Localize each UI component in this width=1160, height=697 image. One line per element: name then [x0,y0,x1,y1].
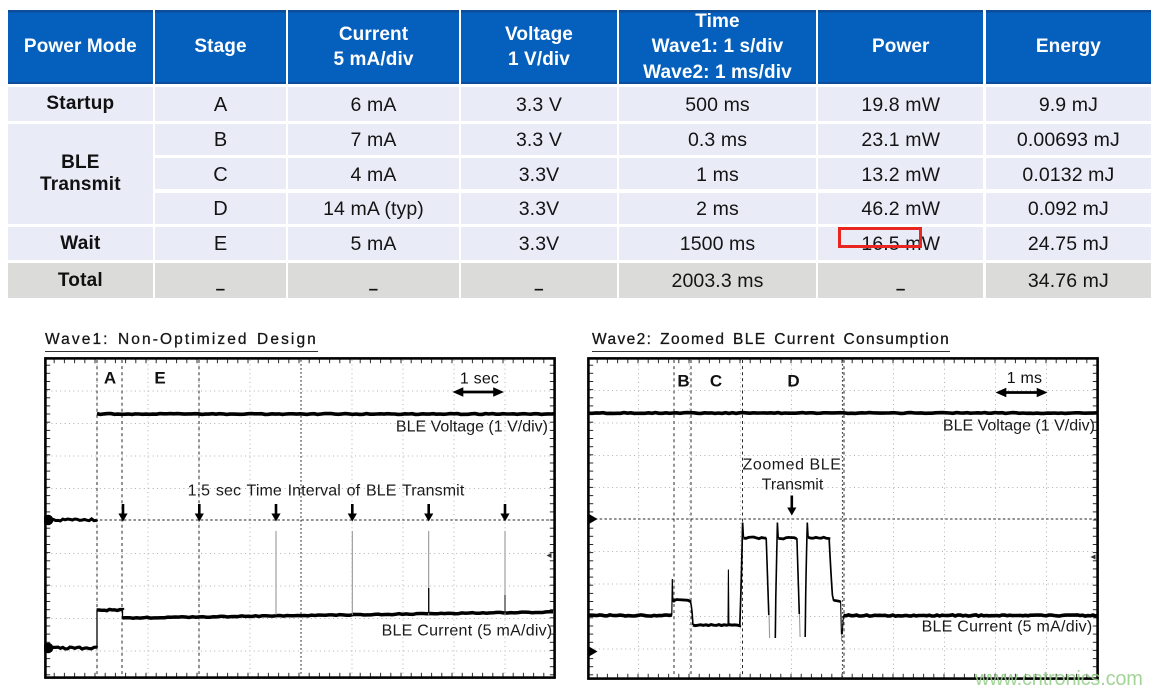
svg-text:1.5 sec Time Interval of BLE T: 1.5 sec Time Interval of BLE Transmit [188,483,465,500]
svg-text:BLE Voltage (1 V/div): BLE Voltage (1 V/div) [943,418,1095,435]
svg-text:BLE Current (5 mA/div): BLE Current (5 mA/div) [922,619,1093,636]
svg-text:A: A [104,369,116,388]
svg-text:BLE Voltage (1 V/div): BLE Voltage (1 V/div) [396,419,548,436]
svg-text:BLE Current (5 mA/div): BLE Current (5 mA/div) [382,623,553,640]
svg-text:1 sec: 1 sec [460,371,499,388]
svg-text:Zoomed BLE: Zoomed BLE [743,457,842,474]
svg-text:C: C [710,372,722,391]
svg-text:1 ms: 1 ms [1007,370,1042,387]
svg-text:D: D [787,372,799,391]
svg-text:Transmit: Transmit [762,477,824,494]
svg-text:E: E [154,369,165,388]
svg-text:B: B [677,372,689,391]
